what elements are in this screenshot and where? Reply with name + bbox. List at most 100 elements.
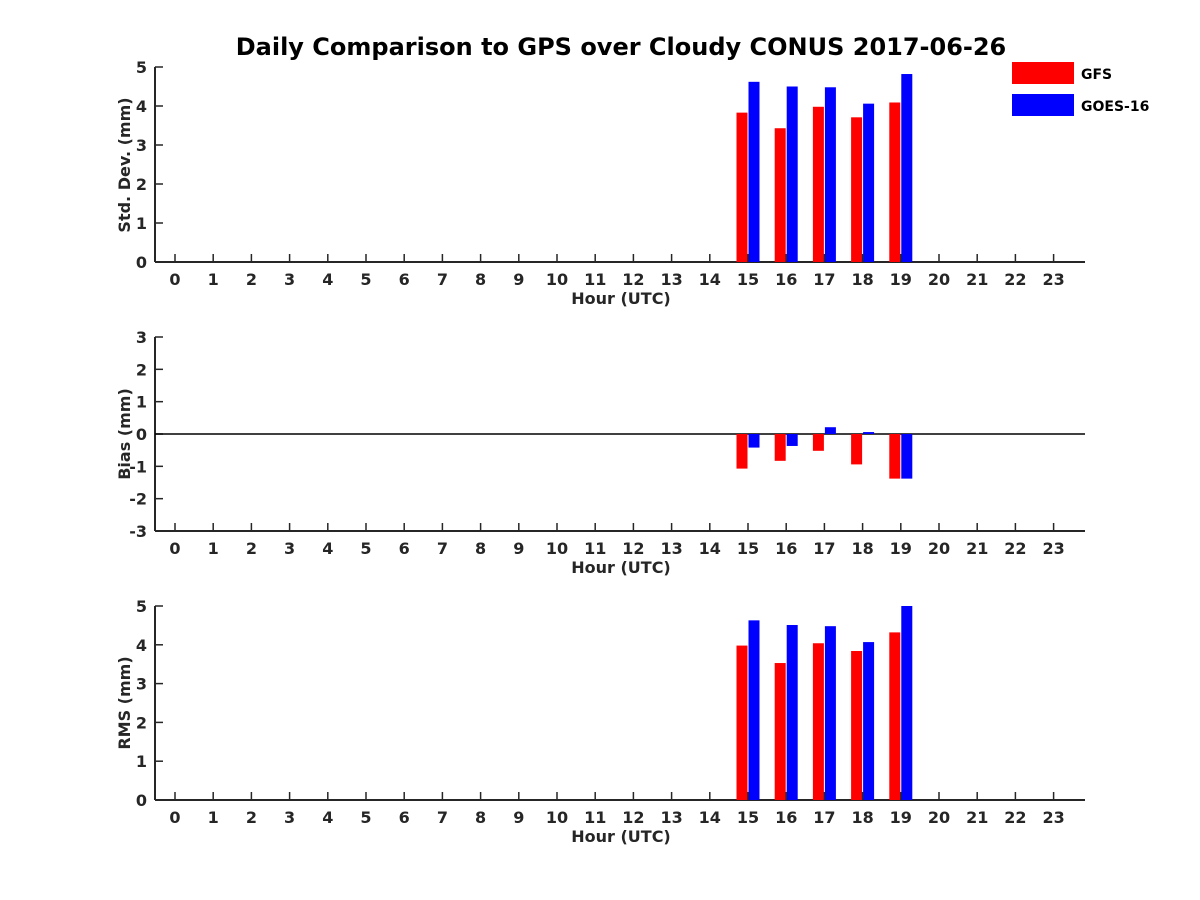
bar-gfs-hour-16 bbox=[774, 128, 786, 262]
x-axis-label: Hour (UTC) bbox=[571, 289, 671, 308]
y-tick-label: 1 bbox=[136, 752, 147, 771]
y-tick-label: 3 bbox=[136, 136, 147, 155]
x-tick-label: 22 bbox=[1004, 270, 1026, 289]
y-tick-label: -1 bbox=[129, 457, 147, 476]
y-tick-label: 3 bbox=[136, 328, 147, 347]
x-tick-label: 2 bbox=[246, 270, 257, 289]
legend-swatch-goes16 bbox=[1012, 94, 1074, 116]
x-tick-label: 4 bbox=[322, 808, 333, 827]
x-tick-label: 1 bbox=[208, 270, 219, 289]
x-tick-label: 7 bbox=[437, 270, 448, 289]
bar-goes16-hour-16 bbox=[786, 434, 798, 446]
x-tick-label: 12 bbox=[622, 808, 644, 827]
bar-gfs-hour-19 bbox=[889, 632, 901, 800]
bar-gfs-hour-17 bbox=[812, 643, 824, 800]
x-tick-label: 21 bbox=[966, 539, 988, 558]
x-tick-label: 3 bbox=[284, 539, 295, 558]
x-tick-label: 22 bbox=[1004, 539, 1026, 558]
x-tick-label: 21 bbox=[966, 808, 988, 827]
bar-goes16-hour-17 bbox=[824, 427, 836, 434]
x-tick-label: 7 bbox=[437, 539, 448, 558]
x-tick-label: 10 bbox=[546, 270, 568, 289]
bar-gfs-hour-18 bbox=[851, 434, 863, 465]
x-tick-label: 0 bbox=[169, 808, 180, 827]
x-tick-label: 23 bbox=[1042, 808, 1064, 827]
x-tick-label: 6 bbox=[399, 270, 410, 289]
x-tick-label: 13 bbox=[660, 808, 682, 827]
bar-gfs-hour-15 bbox=[736, 645, 748, 800]
x-tick-label: 10 bbox=[546, 539, 568, 558]
x-tick-label: 3 bbox=[284, 270, 295, 289]
chart-title: Daily Comparison to GPS over Cloudy CONU… bbox=[236, 33, 1007, 61]
x-axis-label: Hour (UTC) bbox=[571, 827, 671, 846]
y-tick-label: 1 bbox=[136, 393, 147, 412]
x-tick-label: 2 bbox=[246, 808, 257, 827]
x-tick-label: 13 bbox=[660, 539, 682, 558]
bar-goes16-hour-18 bbox=[863, 642, 875, 800]
bar-goes16-hour-18 bbox=[863, 103, 875, 262]
x-tick-label: 11 bbox=[584, 270, 606, 289]
x-axis-label: Hour (UTC) bbox=[571, 558, 671, 577]
bar-gfs-hour-17 bbox=[812, 434, 824, 451]
x-tick-label: 8 bbox=[475, 808, 486, 827]
x-tick-label: 9 bbox=[513, 808, 524, 827]
bar-goes16-hour-16 bbox=[786, 625, 798, 800]
x-tick-label: 6 bbox=[399, 808, 410, 827]
x-tick-label: 19 bbox=[890, 270, 912, 289]
x-tick-label: 0 bbox=[169, 539, 180, 558]
legend: GFS GOES-16 bbox=[1012, 62, 1149, 116]
y-tick-label: 4 bbox=[136, 636, 147, 655]
x-tick-label: 22 bbox=[1004, 808, 1026, 827]
y-tick-label: 5 bbox=[136, 58, 147, 77]
x-tick-label: 2 bbox=[246, 539, 257, 558]
y-tick-label: 3 bbox=[136, 675, 147, 694]
x-tick-label: 15 bbox=[737, 270, 759, 289]
bar-goes16-hour-16 bbox=[786, 86, 798, 262]
x-tick-label: 6 bbox=[399, 539, 410, 558]
y-tick-label: 1 bbox=[136, 214, 147, 233]
legend-label-goes16: GOES-16 bbox=[1081, 99, 1149, 115]
bar-gfs-hour-18 bbox=[851, 651, 863, 800]
bar-goes16-hour-19 bbox=[901, 74, 913, 263]
y-tick-label: -3 bbox=[129, 522, 147, 541]
x-tick-label: 23 bbox=[1042, 539, 1064, 558]
x-tick-label: 11 bbox=[584, 808, 606, 827]
x-tick-label: 14 bbox=[699, 270, 721, 289]
x-tick-label: 8 bbox=[475, 539, 486, 558]
bar-goes16-hour-18 bbox=[863, 432, 875, 434]
x-tick-label: 7 bbox=[437, 808, 448, 827]
y-tick-label: 0 bbox=[136, 425, 147, 444]
x-tick-label: 14 bbox=[699, 539, 721, 558]
x-tick-label: 14 bbox=[699, 808, 721, 827]
y-tick-label: 5 bbox=[136, 597, 147, 616]
bar-goes16-hour-19 bbox=[901, 606, 913, 800]
y-tick-label: 0 bbox=[136, 253, 147, 272]
x-tick-label: 9 bbox=[513, 270, 524, 289]
x-tick-label: 17 bbox=[813, 539, 835, 558]
bar-gfs-hour-19 bbox=[889, 434, 901, 479]
x-tick-label: 17 bbox=[813, 270, 835, 289]
bar-goes16-hour-15 bbox=[748, 620, 760, 800]
x-tick-label: 8 bbox=[475, 270, 486, 289]
y-tick-label: 4 bbox=[136, 97, 147, 116]
x-tick-label: 1 bbox=[208, 808, 219, 827]
x-tick-label: 23 bbox=[1042, 270, 1064, 289]
x-tick-label: 20 bbox=[928, 270, 950, 289]
bar-gfs-hour-15 bbox=[736, 434, 748, 469]
x-tick-label: 12 bbox=[622, 270, 644, 289]
bar-goes16-hour-17 bbox=[824, 87, 836, 262]
y-axis-label: Bias (mm) bbox=[115, 388, 134, 480]
y-tick-label: 0 bbox=[136, 791, 147, 810]
bar-goes16-hour-15 bbox=[748, 434, 760, 448]
x-tick-label: 3 bbox=[284, 808, 295, 827]
x-tick-label: 21 bbox=[966, 270, 988, 289]
x-tick-label: 5 bbox=[360, 808, 371, 827]
x-tick-label: 11 bbox=[584, 539, 606, 558]
bar-gfs-hour-15 bbox=[736, 112, 748, 262]
bar-goes16-hour-17 bbox=[824, 626, 836, 800]
x-tick-label: 20 bbox=[928, 808, 950, 827]
x-tick-label: 1 bbox=[208, 539, 219, 558]
